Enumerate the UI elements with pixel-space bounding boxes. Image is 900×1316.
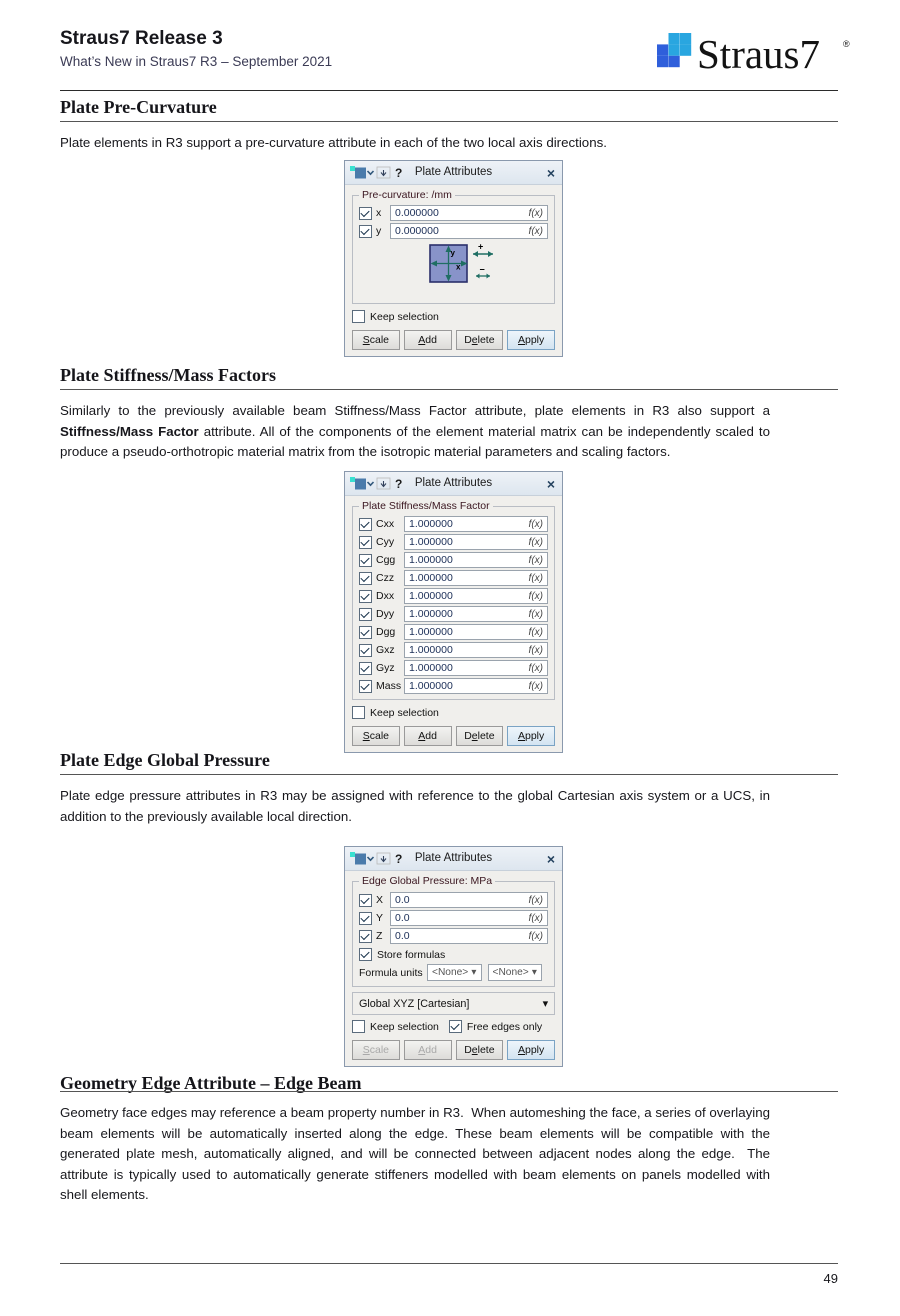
svg-text:x: x xyxy=(456,263,461,272)
svg-text:−: − xyxy=(479,265,484,275)
svg-text:Straus7: Straus7 xyxy=(697,33,820,77)
svg-text:y: y xyxy=(450,249,455,258)
svg-text:®: ® xyxy=(843,39,850,49)
svg-text:+: + xyxy=(478,242,483,252)
